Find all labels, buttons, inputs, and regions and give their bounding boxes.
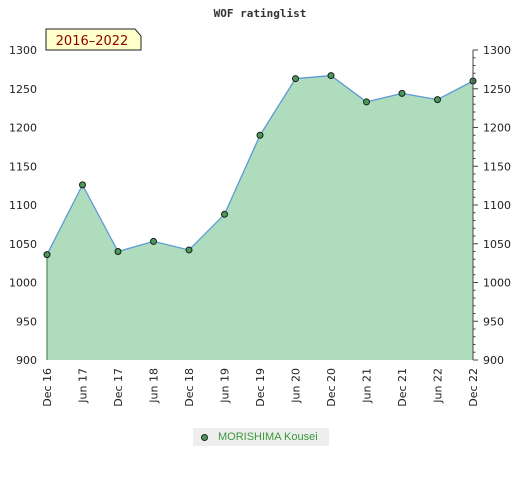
y-tick-label-right: 1000 (483, 277, 511, 290)
y-tick-label-left: 1300 (9, 44, 37, 57)
y-tick-label-right: 900 (483, 354, 504, 367)
area-fill (46, 75, 473, 360)
area-path (47, 75, 473, 360)
legend-label: MORISHIMA Kousei (218, 431, 318, 443)
data-point-6 (256, 131, 264, 139)
x-tick-label: Dec 22 (467, 368, 480, 407)
data-point-3 (150, 237, 157, 245)
y-tick-label-right: 1250 (483, 83, 511, 96)
x-tick-label: Jun 21 (361, 368, 374, 404)
x-tick-label: Dec 18 (183, 368, 196, 407)
y-tick-label-right: 1200 (483, 122, 511, 135)
y-tick-label-left: 1250 (9, 83, 37, 96)
data-point-11 (434, 96, 441, 104)
y-tick-label-left: 1050 (9, 238, 37, 251)
y-tick-label-right: 1050 (483, 238, 511, 251)
y-tick-label-right: 1150 (483, 160, 511, 173)
data-point-1 (79, 181, 86, 189)
x-tick-label: Dec 21 (396, 368, 409, 407)
data-points (43, 72, 477, 259)
x-tick-label: Jun 20 (290, 368, 303, 404)
data-point-0 (43, 251, 51, 259)
data-point-9 (363, 98, 370, 106)
data-point-4 (185, 246, 193, 254)
y-tick-label-left: 950 (16, 315, 37, 328)
left-y-axis: 900 950 1000 1050 1100 1150 1200 1250 1300 (9, 44, 37, 367)
data-point-7 (292, 75, 299, 83)
y-tick-label-left: 1100 (9, 199, 37, 212)
y-tick-label-right: 1300 (483, 44, 511, 57)
x-tick-label: Dec 20 (325, 368, 338, 407)
year-range-badge: 2016–2022 (45, 28, 142, 51)
y-tick-label-right: 1100 (483, 199, 511, 212)
y-tick-label-left: 900 (16, 354, 37, 367)
x-tick-label: Dec 16 (41, 368, 54, 407)
data-point-8 (327, 72, 335, 80)
right-y-axis: 900 950 1000 1050 1100 1150 1200 1250 1300 (472, 44, 511, 367)
x-tick-label: Jun 19 (219, 368, 232, 404)
data-point-10 (398, 89, 406, 97)
x-tick-label: Dec 17 (112, 368, 125, 407)
legend: MORISHIMA Kousei (193, 428, 329, 446)
legend-marker-icon (201, 433, 208, 441)
data-point-5 (221, 210, 228, 218)
x-tick-label: Jun 18 (148, 368, 161, 404)
y-tick-label-left: 1000 (9, 277, 37, 290)
y-tick-label-left: 1200 (9, 122, 37, 135)
x-tick-label: Dec 19 (254, 368, 267, 407)
badge-label: 2016–2022 (56, 34, 129, 49)
data-point-2 (114, 248, 122, 255)
x-tick-label: Jun 22 (432, 368, 445, 404)
x-axis: Dec 16 Jun 17 Dec 17 Jun 18 Dec 18 Jun 19 Dec … (41, 368, 480, 407)
chart-title: WOF ratinglist (214, 7, 307, 20)
y-tick-label-left: 1150 (9, 160, 37, 173)
x-tick-label: Jun 17 (77, 368, 90, 404)
y-tick-label-right: 950 (483, 315, 504, 328)
